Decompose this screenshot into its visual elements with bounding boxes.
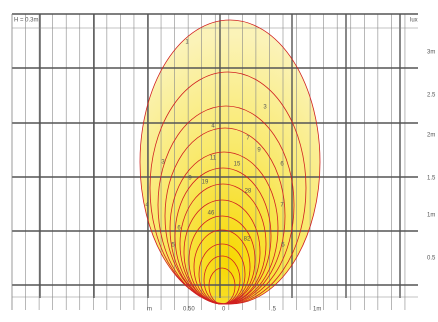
contour-label: 5 [171, 243, 175, 249]
contour-label: 3 [263, 105, 267, 111]
x-axis-label: 0 [222, 307, 226, 313]
contour-label: 9 [257, 148, 261, 154]
x-axis-label: 1m [313, 307, 321, 313]
contour-label: 7 [280, 203, 284, 209]
contour-label: 5 [281, 243, 285, 249]
y-axis-label: 1m [427, 213, 435, 219]
unit-label: lux [410, 18, 418, 24]
contour-label: 46 [208, 211, 215, 217]
contour-label: 28 [245, 189, 252, 195]
light-field [140, 20, 320, 304]
y-axis-label: 3m [427, 50, 435, 56]
contour-label: 15 [234, 162, 241, 168]
y-axis-label: 1.5 [427, 176, 436, 182]
isolux-line [208, 267, 236, 305]
contour-label: 1 [185, 40, 189, 46]
contour-label: 19 [202, 180, 209, 186]
y-axis-label: 2.5 [427, 93, 436, 99]
contour-label: 11 [210, 156, 217, 162]
contour-label: 4 [211, 124, 215, 130]
contour-label: 9 [188, 176, 192, 182]
y-axis-label: 2m [427, 133, 435, 139]
contour-label: 6 [177, 226, 181, 232]
isolux-lines [139, 19, 321, 305]
contour-label: 82 [244, 237, 251, 243]
x-axis-label: .5 [271, 307, 277, 313]
light-area [140, 20, 320, 304]
contour-label: 3 [161, 160, 165, 166]
contour-label: 6 [280, 162, 284, 168]
height-label: H = 0.3m [14, 18, 39, 24]
y-axis-label: 0.5 [427, 256, 436, 262]
x-axis-label: m [147, 307, 152, 313]
contour-label: 4 [145, 203, 149, 209]
grid [11, 13, 418, 310]
contour-label: 7 [246, 136, 250, 142]
x-axis-label: 0.50 [183, 307, 195, 313]
